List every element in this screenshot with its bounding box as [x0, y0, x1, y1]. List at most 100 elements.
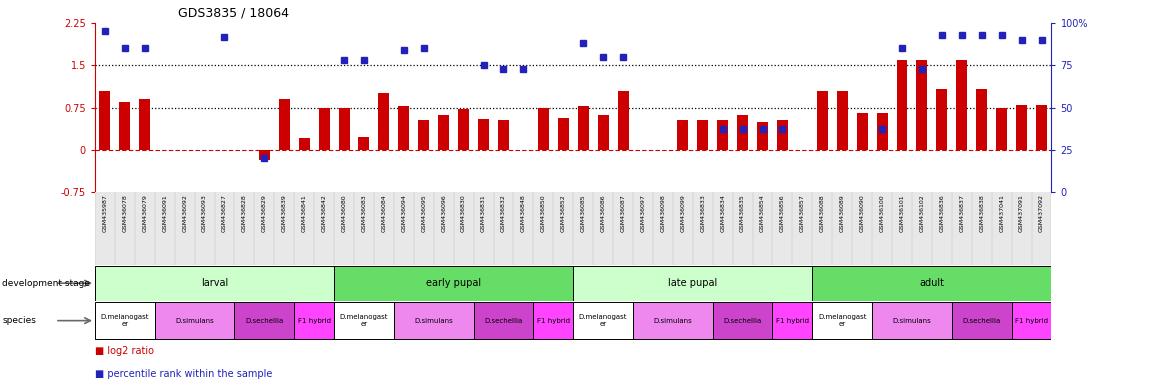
Text: GSM436835: GSM436835 — [740, 194, 745, 232]
Bar — [394, 302, 474, 339]
Text: species: species — [2, 316, 36, 325]
Bar — [772, 302, 813, 339]
Text: GSM436102: GSM436102 — [919, 194, 924, 232]
Text: GSM436839: GSM436839 — [281, 194, 287, 232]
Bar — [717, 121, 728, 150]
Bar — [338, 108, 350, 150]
Bar — [757, 122, 768, 150]
Bar — [633, 302, 712, 339]
Text: early pupal: early pupal — [426, 278, 482, 288]
Bar — [234, 302, 294, 339]
Text: D.sechellia: D.sechellia — [484, 318, 522, 324]
Bar — [294, 302, 334, 339]
Bar — [379, 93, 389, 150]
Text: GSM437091: GSM437091 — [1019, 194, 1024, 232]
Text: GSM436090: GSM436090 — [859, 194, 865, 232]
Bar — [534, 302, 573, 339]
Text: GSM436096: GSM436096 — [441, 194, 446, 232]
Bar — [438, 115, 449, 150]
Text: GSM436085: GSM436085 — [580, 194, 586, 232]
Bar — [872, 302, 952, 339]
Bar — [398, 106, 409, 150]
Text: D.melanogast
er: D.melanogast er — [579, 314, 628, 327]
Bar — [100, 91, 110, 150]
Text: GSM436084: GSM436084 — [381, 194, 387, 232]
Text: GSM436100: GSM436100 — [880, 194, 885, 232]
Bar — [537, 108, 549, 150]
Text: GSM436092: GSM436092 — [182, 194, 188, 232]
Bar — [478, 119, 489, 150]
Bar — [996, 108, 1007, 150]
Text: GSM436836: GSM436836 — [939, 194, 945, 232]
Text: late pupal: late pupal — [668, 278, 718, 288]
Bar — [598, 115, 609, 150]
Bar — [334, 302, 394, 339]
Text: D.simulans: D.simulans — [653, 318, 692, 324]
Bar — [299, 139, 309, 150]
Bar — [459, 109, 469, 150]
Bar — [812, 302, 872, 339]
Text: D.sechellia: D.sechellia — [962, 318, 1001, 324]
Bar — [95, 302, 155, 339]
Text: GSM436088: GSM436088 — [820, 194, 824, 232]
Bar — [155, 302, 234, 339]
Text: GSM436101: GSM436101 — [900, 194, 904, 232]
Bar — [952, 302, 1012, 339]
Bar — [837, 91, 848, 150]
Text: GSM436827: GSM436827 — [222, 194, 227, 232]
Text: D.simulans: D.simulans — [415, 318, 453, 324]
Text: GSM436828: GSM436828 — [242, 194, 247, 232]
Text: F1 hybrid: F1 hybrid — [1016, 318, 1048, 324]
Text: GDS3835 / 18064: GDS3835 / 18064 — [178, 6, 290, 19]
Bar — [777, 121, 787, 150]
Text: GSM437041: GSM437041 — [999, 194, 1004, 232]
Bar — [617, 91, 629, 150]
Text: D.melanogast
er: D.melanogast er — [339, 314, 388, 327]
Text: GSM436091: GSM436091 — [162, 194, 167, 232]
Text: GSM437092: GSM437092 — [1039, 194, 1045, 232]
Bar — [334, 266, 573, 301]
Bar — [697, 121, 709, 150]
Text: GSM436098: GSM436098 — [660, 194, 666, 232]
Text: F1 hybrid: F1 hybrid — [537, 318, 570, 324]
Text: D.melanogast
er: D.melanogast er — [101, 314, 149, 327]
Text: GSM436094: GSM436094 — [402, 194, 406, 232]
Text: GSM436833: GSM436833 — [701, 194, 705, 232]
Text: ■ log2 ratio: ■ log2 ratio — [95, 346, 154, 356]
Bar — [119, 102, 131, 150]
Text: GSM436079: GSM436079 — [142, 194, 147, 232]
Text: F1 hybrid: F1 hybrid — [298, 318, 331, 324]
Bar — [474, 302, 534, 339]
Bar — [937, 89, 947, 150]
Text: GSM436095: GSM436095 — [422, 194, 426, 232]
Bar — [712, 302, 772, 339]
Text: GSM436856: GSM436856 — [780, 194, 785, 232]
Bar — [573, 266, 812, 301]
Text: GSM436089: GSM436089 — [840, 194, 844, 232]
Text: development stage: development stage — [2, 279, 90, 288]
Bar — [976, 89, 988, 150]
Bar — [1012, 302, 1051, 339]
Bar — [573, 302, 633, 339]
Text: ■ percentile rank within the sample: ■ percentile rank within the sample — [95, 369, 272, 379]
Bar — [1036, 105, 1047, 150]
Bar — [857, 113, 867, 150]
Text: F1 hybrid: F1 hybrid — [776, 318, 809, 324]
Text: GSM436083: GSM436083 — [361, 194, 366, 232]
Bar — [877, 113, 887, 150]
Bar — [578, 106, 588, 150]
Bar — [1016, 105, 1027, 150]
Bar — [738, 115, 748, 150]
Bar — [816, 91, 828, 150]
Text: GSM436099: GSM436099 — [680, 194, 686, 232]
Bar — [259, 150, 270, 160]
Text: GSM436086: GSM436086 — [601, 194, 606, 232]
Text: larval: larval — [200, 278, 228, 288]
Text: GSM436080: GSM436080 — [342, 194, 346, 232]
Text: GSM436850: GSM436850 — [541, 194, 545, 232]
Text: GSM436854: GSM436854 — [760, 194, 765, 232]
Text: GSM436829: GSM436829 — [262, 194, 266, 232]
Text: GSM436838: GSM436838 — [980, 194, 984, 232]
Bar — [318, 108, 330, 150]
Text: GSM436830: GSM436830 — [461, 194, 467, 232]
